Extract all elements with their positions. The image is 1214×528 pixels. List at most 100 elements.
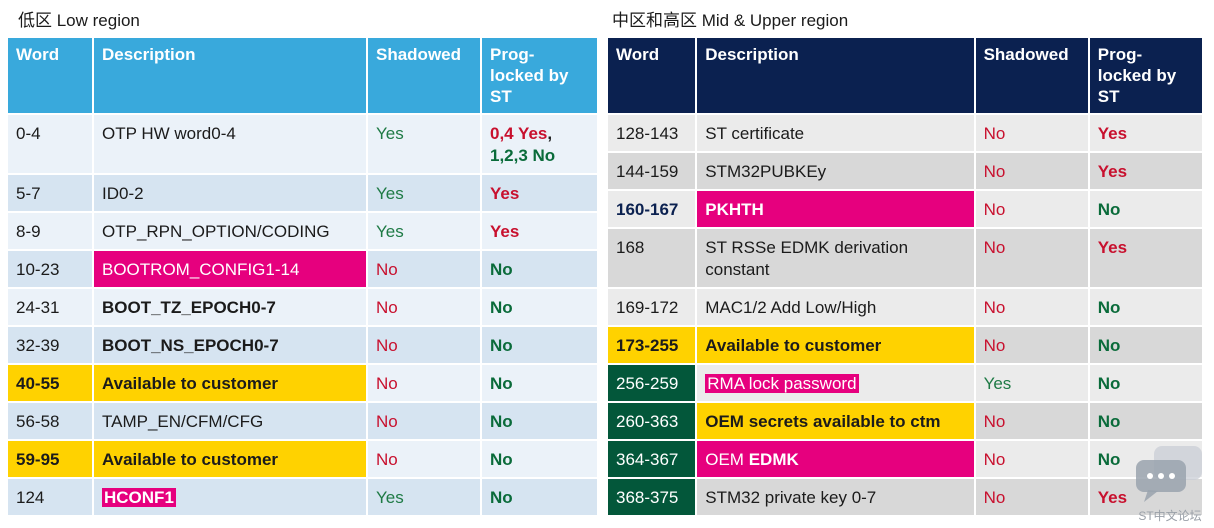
word-cell: 124 <box>8 479 92 515</box>
description-cell: OTP_RPN_OPTION/CODING <box>94 213 366 249</box>
table-row: 59-95 Available to customer No No <box>8 441 597 477</box>
description-cell: BOOT_TZ_EPOCH0-7 <box>94 289 366 325</box>
header-description: Description <box>94 38 366 113</box>
header-word: Word <box>608 38 696 113</box>
description-prefix: OEM <box>705 450 749 469</box>
prog-locked-cell: No <box>1089 365 1202 401</box>
word-cell: 0-4 <box>8 115 92 173</box>
prog-locked-cell: 0,4 Yes, 1,2,3 No <box>482 115 597 173</box>
table-row: 32-39 BOOT_NS_EPOCH0-7 No No <box>8 327 597 363</box>
header-description: Description <box>697 38 974 113</box>
prog-locked-cell: No <box>1089 191 1202 227</box>
header-prog-locked: Prog- locked by ST <box>1089 38 1202 113</box>
table-header-row: Word Description Shadowed Prog- locked b… <box>8 38 597 113</box>
header-prog-locked: Prog- locked by ST <box>482 38 597 113</box>
description-cell: Available to customer <box>697 327 974 363</box>
table-row: 144-159 STM32PUBKEy No Yes <box>608 153 1202 189</box>
prog-locked-cell: No <box>1089 403 1202 439</box>
table-row: 168 ST RSSe EDMK derivation constant No … <box>608 229 1202 287</box>
table-row: 364-367 OEM EDMK No No <box>608 441 1202 477</box>
shadowed-cell: Yes <box>368 479 480 515</box>
table-row: 160-167 PKHTH No No <box>608 191 1202 227</box>
word-cell: 56-58 <box>8 403 92 439</box>
word-cell: 169-172 <box>608 289 696 325</box>
shadowed-cell: No <box>975 441 1088 477</box>
prog-locked-cell: No <box>482 479 597 515</box>
table-row: 124 HCONF1 Yes No <box>8 479 597 515</box>
shadowed-cell: No <box>975 115 1088 151</box>
table-row: 56-58 TAMP_EN/CFM/CFG No No <box>8 403 597 439</box>
prog-locked-cell: No <box>482 403 597 439</box>
prog-locked-cell: No <box>1089 289 1202 325</box>
shadowed-cell: No <box>368 251 480 287</box>
word-cell: 368-375 <box>608 479 696 515</box>
description-cell: BOOTROM_CONFIG1-14 <box>94 251 366 287</box>
prog-locked-cell: No <box>482 365 597 401</box>
prog-locked-cell: No <box>482 327 597 363</box>
table-row: 0-4 OTP HW word0-4 Yes 0,4 Yes, 1,2,3 No <box>8 115 597 173</box>
prog-locked-cell: No <box>1089 327 1202 363</box>
description-highlight: RMA lock password <box>705 374 859 393</box>
table-row: 169-172 MAC1/2 Add Low/High No No <box>608 289 1202 325</box>
description-cell: HCONF1 <box>94 479 366 515</box>
prog-locked-cell: No <box>1089 441 1202 477</box>
description-cell: BOOT_NS_EPOCH0-7 <box>94 327 366 363</box>
description-cell: OTP HW word0-4 <box>94 115 366 173</box>
shadowed-cell: No <box>975 479 1088 515</box>
word-cell: 256-259 <box>608 365 696 401</box>
word-cell: 8-9 <box>8 213 92 249</box>
shadowed-cell: No <box>975 153 1088 189</box>
shadowed-cell: No <box>368 327 480 363</box>
left-region-title: 低区 Low region <box>18 11 140 30</box>
mid-upper-region-table: Word Description Shadowed Prog- locked b… <box>606 36 1204 517</box>
shadowed-cell: No <box>368 365 480 401</box>
word-cell: 173-255 <box>608 327 696 363</box>
low-region-table: Word Description Shadowed Prog- locked b… <box>6 36 599 517</box>
shadowed-cell: No <box>975 289 1088 325</box>
description-bold-part: EDMK <box>748 450 799 469</box>
word-cell: 32-39 <box>8 327 92 363</box>
table-row: 173-255 Available to customer No No <box>608 327 1202 363</box>
shadowed-cell: No <box>975 327 1088 363</box>
header-shadowed: Shadowed <box>368 38 480 113</box>
word-cell: 24-31 <box>8 289 92 325</box>
prog-locked-cell: Yes <box>1089 153 1202 189</box>
word-cell: 168 <box>608 229 696 287</box>
description-cell: PKHTH <box>697 191 974 227</box>
header-word: Word <box>8 38 92 113</box>
shadowed-cell: No <box>975 229 1088 287</box>
table-header-row: Word Description Shadowed Prog- locked b… <box>608 38 1202 113</box>
prog-locked-cell: Yes <box>482 213 597 249</box>
description-cell: STM32 private key 0-7 <box>697 479 974 515</box>
header-shadowed: Shadowed <box>975 38 1088 113</box>
description-cell: OEM secrets available to ctm <box>697 403 974 439</box>
shadowed-cell: No <box>368 403 480 439</box>
prog-locked-cell: Yes <box>1089 115 1202 151</box>
word-cell: 59-95 <box>8 441 92 477</box>
description-cell: OEM EDMK <box>697 441 974 477</box>
description-cell: STM32PUBKEy <box>697 153 974 189</box>
prog-locked-cell: No <box>482 289 597 325</box>
shadowed-cell: No <box>975 403 1088 439</box>
table-row: 10-23 BOOTROM_CONFIG1-14 No No <box>8 251 597 287</box>
prog-no-part: 1,2,3 No <box>490 146 556 165</box>
right-region-title: 中区和高区 Mid & Upper region <box>612 11 849 30</box>
shadowed-cell: Yes <box>975 365 1088 401</box>
table-row: 8-9 OTP_RPN_OPTION/CODING Yes Yes <box>8 213 597 249</box>
table-row: 368-375 STM32 private key 0-7 No Yes <box>608 479 1202 515</box>
shadowed-cell: No <box>368 289 480 325</box>
prog-locked-cell: Yes <box>1089 479 1202 515</box>
description-cell: MAC1/2 Add Low/High <box>697 289 974 325</box>
prog-locked-cell: Yes <box>482 175 597 211</box>
word-cell: 10-23 <box>8 251 92 287</box>
description-cell: ST RSSe EDMK derivation constant <box>697 229 974 287</box>
table-row: 256-259 RMA lock password Yes No <box>608 365 1202 401</box>
word-cell: 160-167 <box>608 191 696 227</box>
description-cell: ST certificate <box>697 115 974 151</box>
description-highlight: HCONF1 <box>102 488 176 507</box>
word-cell: 144-159 <box>608 153 696 189</box>
word-cell: 128-143 <box>608 115 696 151</box>
shadowed-cell: Yes <box>368 115 480 173</box>
table-row: 24-31 BOOT_TZ_EPOCH0-7 No No <box>8 289 597 325</box>
table-row: 5-7 ID0-2 Yes Yes <box>8 175 597 211</box>
